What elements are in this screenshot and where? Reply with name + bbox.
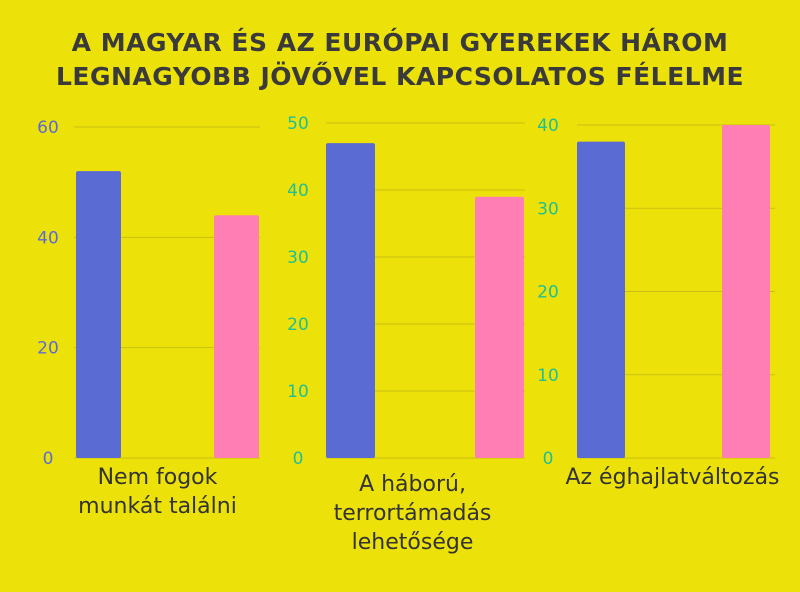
y-tick-label-3-30: 30 [537,199,559,219]
y-tick-label-2-10: 10 [287,382,309,402]
category-label-1: Nem fogok munkát találni [78,465,237,519]
y-tick-label-2-0: 0 [293,449,304,469]
chart-title-line-2: LEGNAGYOBB JÖVŐVEL KAPCSOLATOS FÉLELME [55,62,745,91]
y-tick-label-3-10: 10 [537,366,559,386]
category-label-3: Az éghajlatváltozás [565,465,780,490]
category-label-2: A háború, terrortámadás lehetősége [333,472,492,555]
chart-title-line-1: A MAGYAR ÉS AZ EURÓPAI GYEREKEK HÁROM [71,28,729,57]
y-tick-label-2-50: 50 [287,114,309,134]
y-tick-label-2-20: 20 [287,315,309,335]
y-tick-label-3-40: 40 [537,116,559,136]
y-tick-label-2-40: 40 [287,181,309,201]
bar-3-series-2 [722,125,770,458]
y-tick-label-1-0: 0 [43,449,54,469]
y-tick-label-2-30: 30 [287,248,309,268]
y-tick-label-3-20: 20 [537,283,559,303]
y-tick-label-1-60: 60 [37,118,59,138]
chart-title: A MAGYAR ÉS AZ EURÓPAI GYEREKEK HÁROM LE… [0,26,800,94]
bar-3-series-1 [577,141,625,458]
y-tick-label-3-0: 0 [543,449,554,469]
y-tick-label-1-20: 20 [37,339,59,359]
bar-1-series-2 [214,215,259,458]
bar-2-series-2 [475,196,524,458]
bar-1-series-1 [76,171,121,458]
y-tick-label-1-40: 40 [37,228,59,248]
bar-2-series-1 [326,143,375,458]
